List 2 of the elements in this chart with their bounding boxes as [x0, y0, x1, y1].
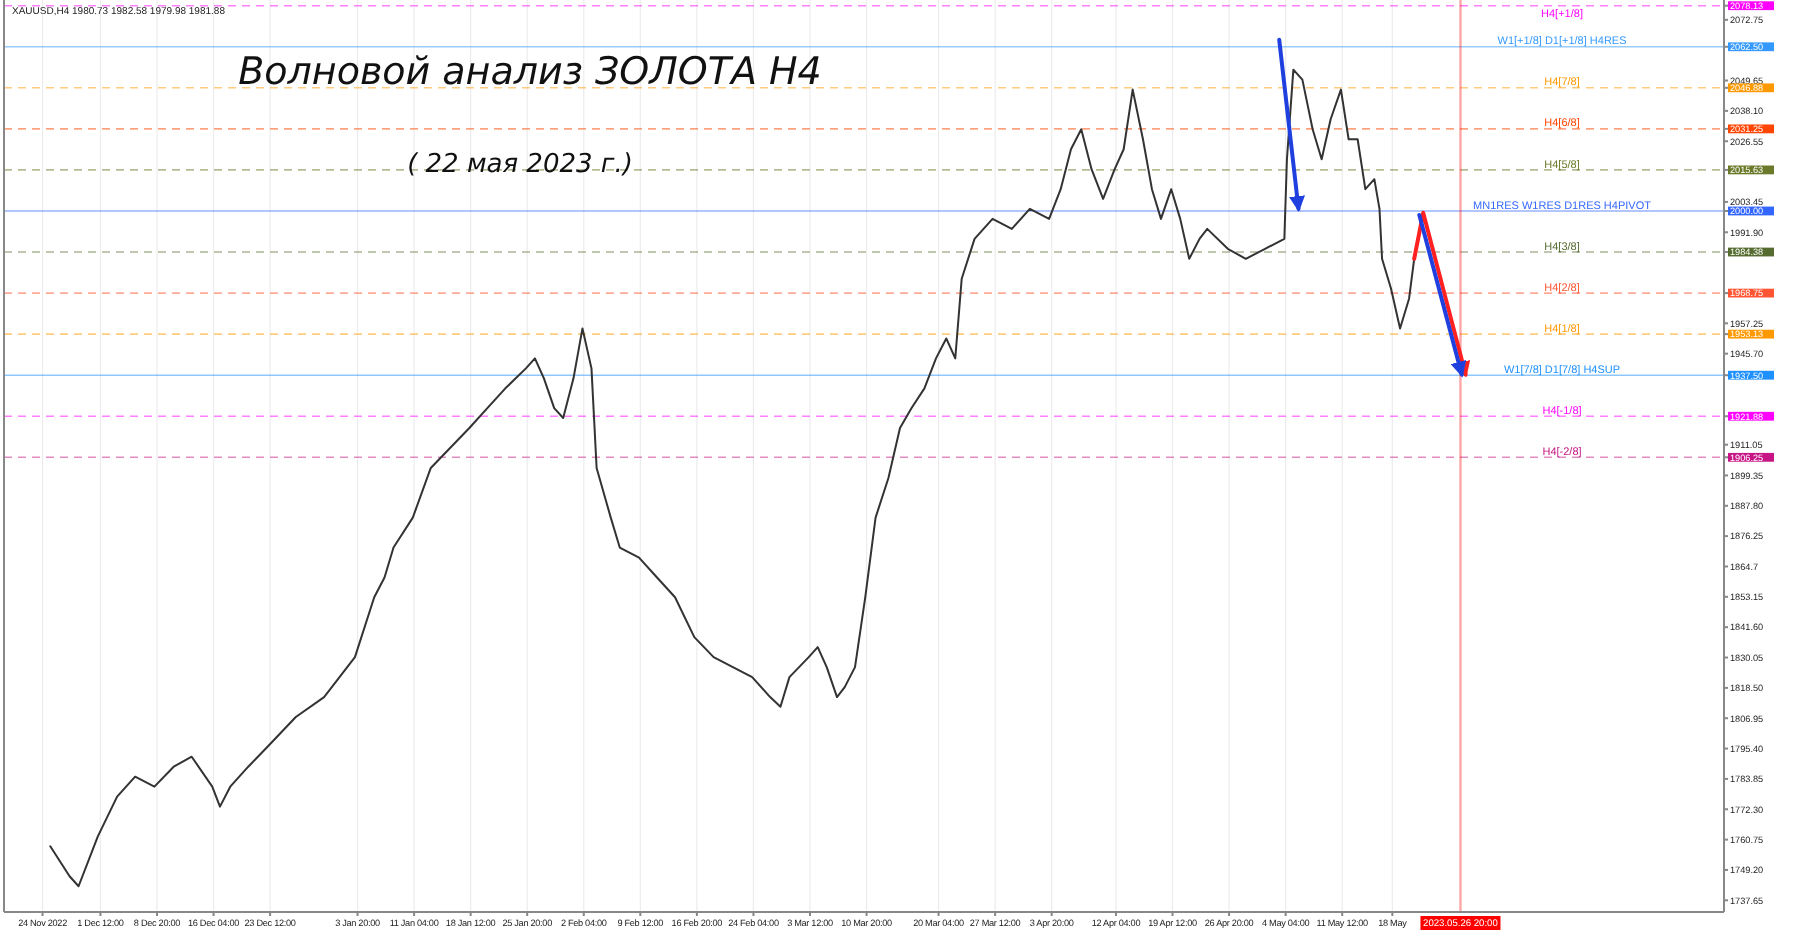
text: Волновой анализ ЗОЛОТА H4: [238, 50, 822, 94]
text: ( 22 мая 2023 г.): [407, 150, 633, 180]
